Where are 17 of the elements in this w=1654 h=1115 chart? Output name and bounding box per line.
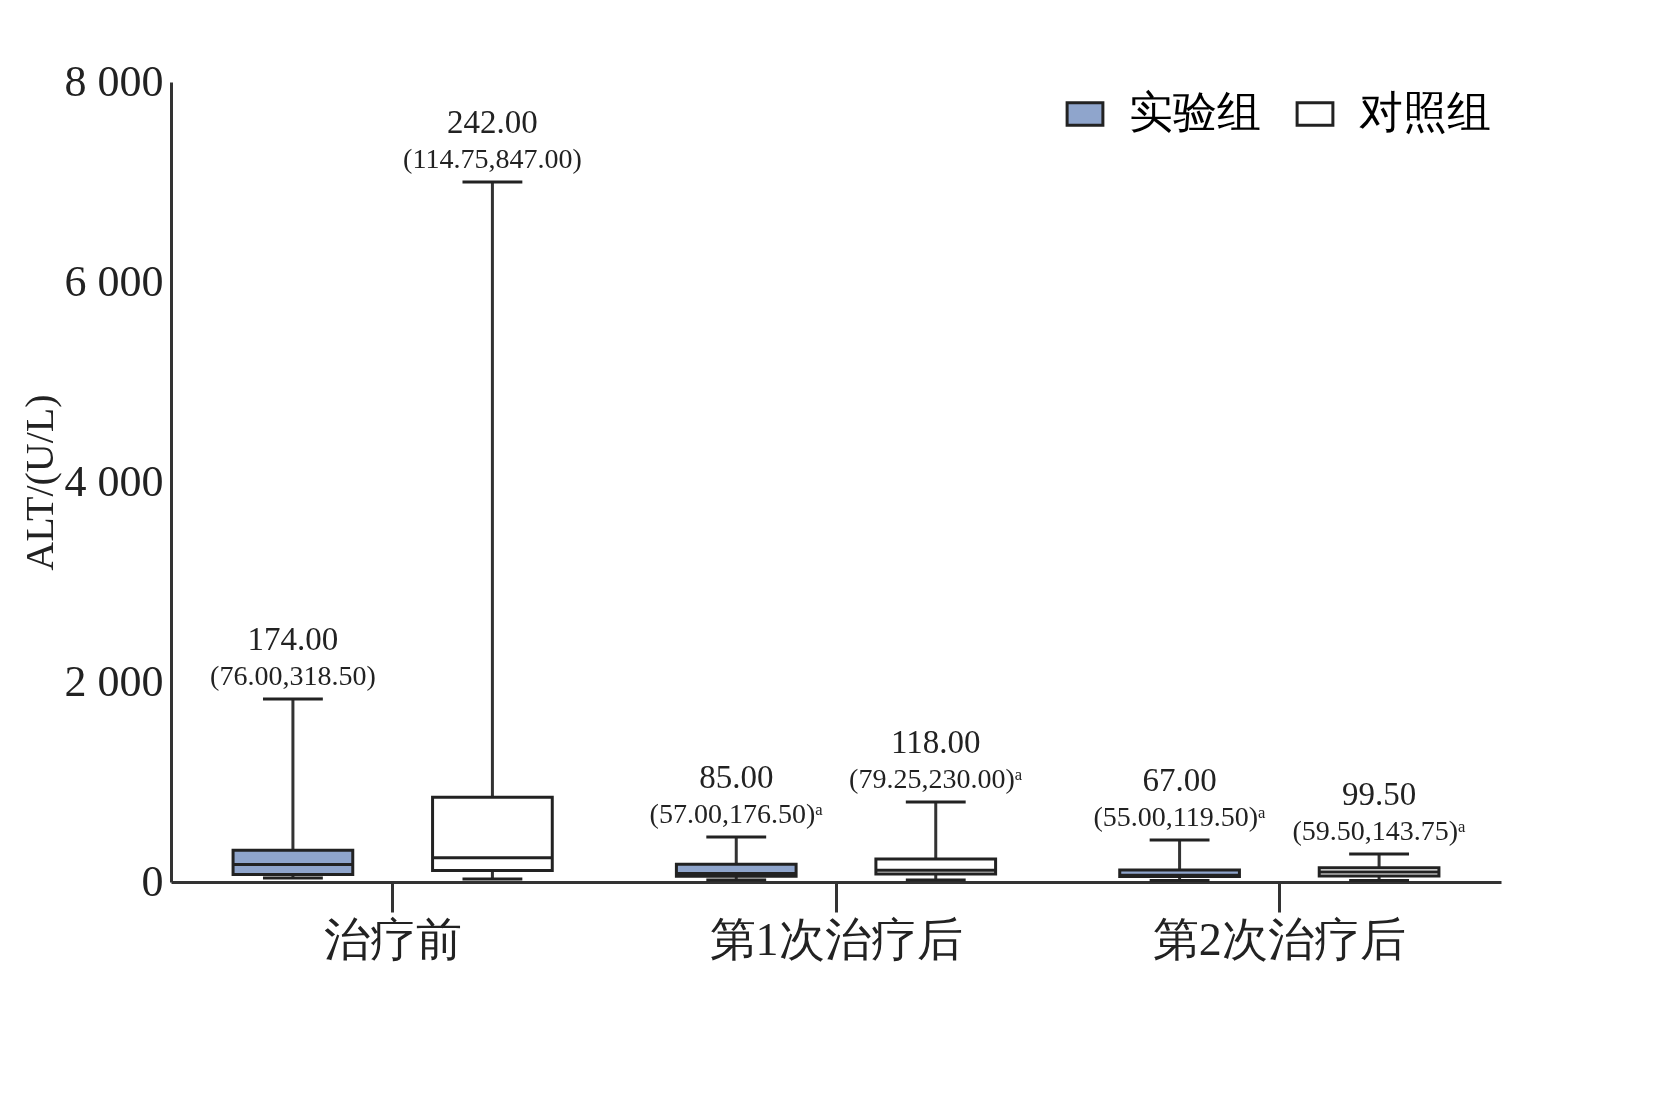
legend-label: 实验组 [1129, 88, 1261, 137]
text: 174.00 (76.00,318.50) [210, 621, 376, 691]
y-tick-label: 2 000 [64, 656, 164, 706]
x-tick-label: 第1次治疗后 [709, 913, 963, 965]
y-tick-label: 6 000 [64, 256, 164, 306]
y-tick-label: 8 000 [64, 56, 164, 106]
text: 85.00 (57.00,176.50)ᵃ [649, 759, 823, 829]
text: 67.00 (55.00,119.50)ᵃ [1093, 762, 1266, 832]
x-tick-label: 第2次治疗后 [1152, 913, 1406, 965]
text: 118.00 (79.25,230.00)ᵃ [849, 724, 1023, 794]
y-tick-label: 0 [141, 856, 164, 906]
y-axis-title: ALT/(U/L) [16, 394, 62, 571]
x-tick-label: 治疗前 [323, 913, 462, 965]
text: 242.00 (114.75,847.00) [403, 104, 582, 174]
y-tick-label: 4 000 [64, 456, 164, 506]
legend-label: 对照组 [1359, 88, 1491, 137]
text: 99.50 (59.50,143.75)ᵃ [1292, 776, 1466, 846]
